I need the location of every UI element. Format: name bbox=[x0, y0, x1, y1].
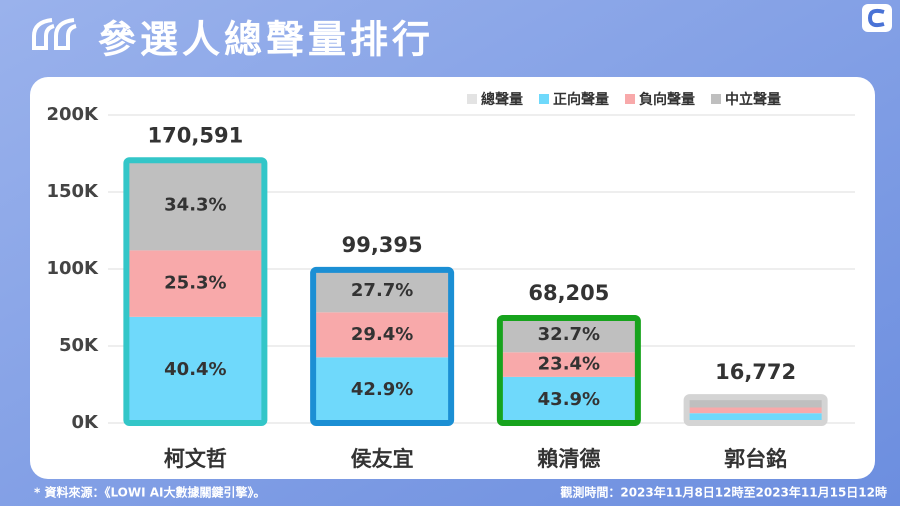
bar-outline bbox=[683, 394, 828, 426]
y-tick-label: 150K bbox=[46, 181, 99, 202]
segment-label: 25.3% bbox=[164, 273, 226, 294]
segment-label: 43.9% bbox=[538, 389, 600, 410]
logo bbox=[862, 4, 892, 32]
total-label: 68,205 bbox=[528, 281, 609, 305]
y-tick-label: 50K bbox=[59, 335, 99, 356]
legend-swatch bbox=[711, 94, 721, 104]
bar-outline bbox=[123, 157, 268, 426]
bar-segment bbox=[313, 357, 452, 423]
bar-segment bbox=[126, 160, 265, 251]
legend-swatch bbox=[467, 94, 477, 104]
bar-outline bbox=[496, 314, 641, 426]
period-note: 觀測時間：2023年11月8日12時至2023年11月15日12時 bbox=[560, 485, 887, 500]
legend-swatch bbox=[539, 94, 549, 104]
bar-segment bbox=[126, 250, 265, 317]
total-label: 99,395 bbox=[342, 233, 423, 257]
y-tick-label: 100K bbox=[46, 258, 99, 279]
legend-label: 中立聲量 bbox=[725, 91, 781, 108]
quote-icon bbox=[32, 18, 77, 50]
y-tick-label: 0K bbox=[72, 412, 100, 433]
bar-outline bbox=[310, 266, 455, 426]
bar-segment bbox=[126, 316, 265, 423]
bar-segment bbox=[499, 376, 638, 423]
bar-segment bbox=[313, 269, 452, 313]
segment-label: 34.3% bbox=[164, 194, 226, 215]
bar-segment bbox=[686, 413, 825, 423]
x-tick-label: 侯友宜 bbox=[351, 447, 414, 471]
segment-label: 29.4% bbox=[351, 324, 413, 345]
segment-label: 40.4% bbox=[164, 359, 226, 380]
x-tick-label: 柯文哲 bbox=[164, 447, 227, 471]
chart-title: 參選人總聲量排行 bbox=[98, 18, 434, 62]
source-note: * 資料來源：《LOWI AI大數據關鍵引擎》。 bbox=[34, 485, 266, 500]
x-tick-label: 郭台銘 bbox=[724, 447, 787, 471]
bar-segment bbox=[499, 352, 638, 377]
bar-segment bbox=[499, 317, 638, 353]
segment-label: 32.7% bbox=[538, 324, 600, 345]
total-label: 170,591 bbox=[148, 123, 244, 147]
total-label: 16,772 bbox=[715, 360, 796, 384]
bar-segment bbox=[686, 397, 825, 408]
bar-segment bbox=[313, 312, 452, 358]
legend-swatch bbox=[625, 94, 635, 104]
x-tick-label: 賴清德 bbox=[537, 447, 600, 471]
legend-label: 正向聲量 bbox=[553, 91, 609, 108]
y-tick-label: 200K bbox=[46, 104, 99, 125]
segment-label: 23.4% bbox=[538, 354, 600, 375]
legend-label: 總聲量 bbox=[481, 91, 523, 108]
segment-label: 42.9% bbox=[351, 379, 413, 400]
legend-label: 負向聲量 bbox=[639, 91, 695, 108]
segment-label: 27.7% bbox=[351, 280, 413, 301]
bar-segment bbox=[686, 407, 825, 414]
